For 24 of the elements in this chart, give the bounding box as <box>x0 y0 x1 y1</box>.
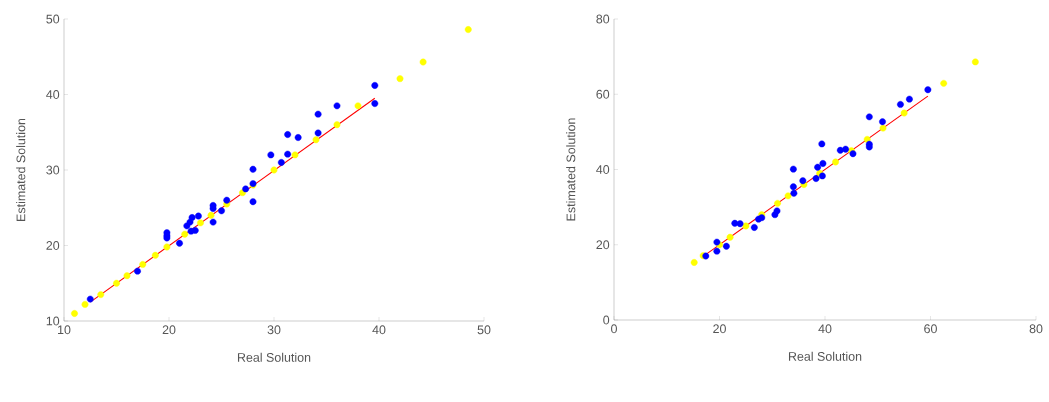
y-tick-label: 10 <box>46 316 60 326</box>
x-tick-label: 80 <box>1029 324 1043 334</box>
x-tick-label: 50 <box>477 325 491 335</box>
x-tick-label: 10 <box>58 325 71 335</box>
x-tick-label: 40 <box>372 325 386 335</box>
x-tick-label: 20 <box>713 324 726 334</box>
x-axis-title: Real Solution <box>788 351 862 361</box>
x-tick-label: 40 <box>818 324 832 334</box>
y-axis-title: Estimated Solution <box>16 118 26 221</box>
y-tick-label: 0 <box>603 315 610 325</box>
y-tick-label: 40 <box>596 165 610 174</box>
x-tick-label: 0 <box>611 324 617 334</box>
y-tick-label: 80 <box>596 14 610 24</box>
y-tick-label: 60 <box>596 89 610 99</box>
y-tick-label: 50 <box>46 14 60 24</box>
x-tick-label: 20 <box>162 325 176 335</box>
y-tick-label: 30 <box>46 165 60 175</box>
y-tick-label: 40 <box>46 90 60 99</box>
y-tick-label: 20 <box>596 240 610 250</box>
y-axis-title: Estimated Solution <box>566 118 576 221</box>
y-tick-label: 20 <box>46 241 60 250</box>
x-tick-label: 60 <box>924 324 937 334</box>
x-tick-label: 30 <box>267 325 281 335</box>
x-axis-title: Real Solution <box>237 352 311 362</box>
